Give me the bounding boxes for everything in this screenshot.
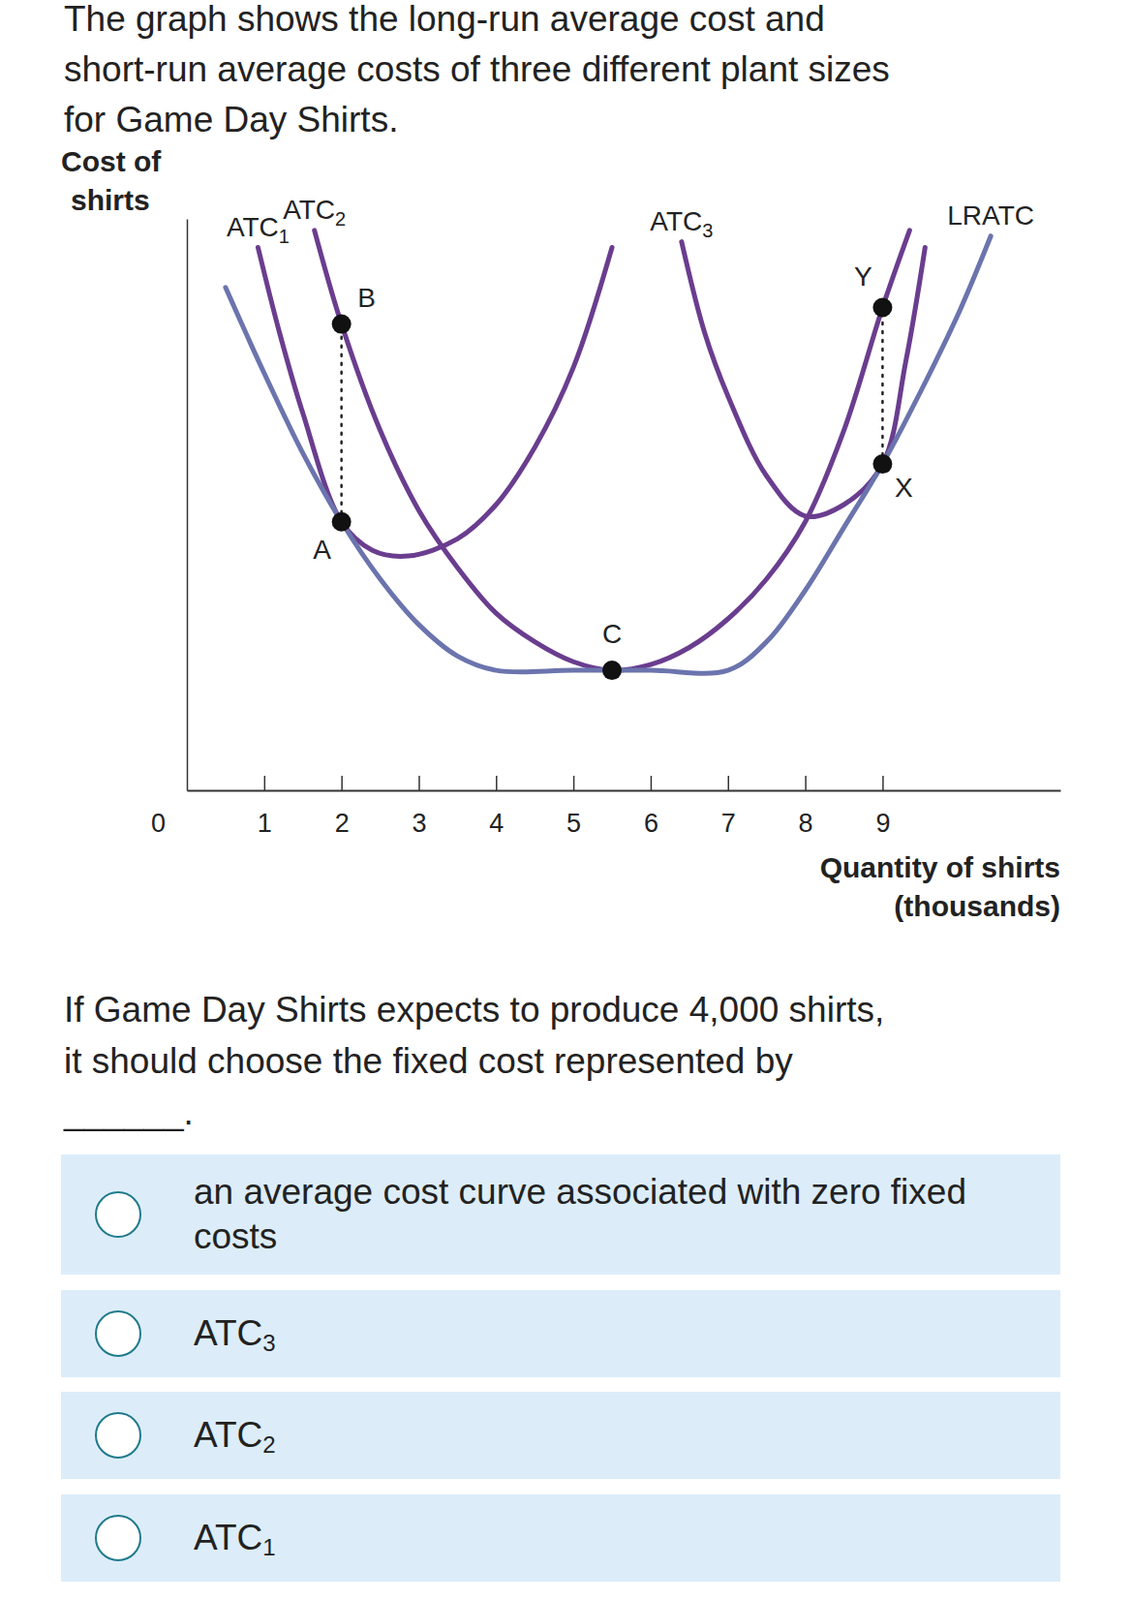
curve-label: ATC2 bbox=[282, 194, 346, 230]
x-tick-mark bbox=[495, 775, 498, 791]
x-tick: 2 bbox=[335, 775, 350, 838]
point bbox=[872, 297, 892, 317]
point-label: A bbox=[312, 534, 332, 565]
radio-button[interactable] bbox=[94, 1514, 142, 1561]
curve bbox=[314, 230, 911, 671]
y-axis-title: Cost of bbox=[61, 145, 162, 178]
x-tick-mark bbox=[804, 775, 807, 791]
x-axis-line bbox=[187, 790, 1062, 793]
point bbox=[332, 314, 352, 335]
curve-label: ATC3 bbox=[649, 206, 713, 242]
x-tick: 8 bbox=[798, 775, 814, 838]
dotted-guide bbox=[881, 306, 885, 464]
curve-label: LRATC bbox=[947, 200, 1035, 231]
curve bbox=[257, 247, 612, 557]
y-axis bbox=[186, 219, 188, 792]
point-label: Y bbox=[854, 261, 873, 292]
plot-area bbox=[225, 230, 991, 680]
prompt-line: The graph shows the long-run average cos… bbox=[63, 0, 890, 45]
curve bbox=[225, 236, 991, 674]
x-tick-label: 9 bbox=[875, 808, 890, 838]
x-tick: 6 bbox=[643, 775, 659, 838]
point bbox=[872, 454, 892, 474]
dotted-guide bbox=[339, 324, 343, 522]
question-line: ______. bbox=[63, 1086, 885, 1138]
x-tick-label: 7 bbox=[721, 808, 736, 838]
x-tick-mark bbox=[264, 775, 267, 791]
x-tick: 3 bbox=[411, 775, 427, 838]
option[interactable]: an average cost curve associated with ze… bbox=[61, 1154, 1061, 1275]
prompt: The graph shows the long-run average cos… bbox=[63, 0, 890, 146]
option[interactable]: ATC3 bbox=[61, 1289, 1061, 1377]
point-label: C bbox=[602, 618, 622, 649]
question-line: If Game Day Shirts expects to produce 4,… bbox=[63, 983, 885, 1036]
curve-label: ATC1 bbox=[226, 212, 290, 247]
x-axis: 0 1 2 3 4 5 6 7 8 9 bbox=[151, 775, 1062, 838]
point-label: B bbox=[357, 282, 376, 313]
x-tick: 4 bbox=[489, 775, 504, 838]
option-text[interactable]: ATC3 bbox=[193, 1311, 1017, 1366]
point-label: X bbox=[894, 472, 914, 503]
option-text[interactable]: an average cost curve associated with ze… bbox=[193, 1169, 1017, 1259]
x-tick: 9 bbox=[875, 775, 890, 838]
x-tick: 5 bbox=[566, 775, 582, 838]
option[interactable]: ATC2 bbox=[61, 1391, 1061, 1479]
x-axis-title: Quantity of shirts bbox=[820, 851, 1061, 884]
prompt-line: for Game Day Shirts. bbox=[63, 94, 890, 146]
x-axis-title: (thousands) bbox=[893, 889, 1061, 922]
x-tick-mark bbox=[573, 775, 576, 791]
option-text[interactable]: ATC1 bbox=[193, 1515, 1017, 1570]
radio-button[interactable] bbox=[94, 1411, 142, 1459]
x-tick-mark bbox=[650, 775, 653, 791]
point bbox=[332, 512, 352, 532]
x-tick-mark bbox=[418, 775, 421, 791]
x-tick-mark bbox=[882, 775, 885, 791]
question: If Game Day Shirts expects to produce 4,… bbox=[63, 983, 885, 1138]
x-tick-label: 8 bbox=[798, 808, 814, 838]
radio-button[interactable] bbox=[94, 1310, 142, 1357]
x-tick-label: 2 bbox=[335, 808, 350, 838]
y-axis-title: shirts bbox=[70, 183, 151, 216]
x-tick-label: 3 bbox=[411, 808, 427, 838]
point bbox=[602, 660, 622, 680]
x-tick: 7 bbox=[721, 775, 736, 838]
x-tick-label: 6 bbox=[643, 808, 659, 838]
y-axis-line bbox=[186, 219, 189, 792]
x-tick-label: 5 bbox=[566, 808, 582, 838]
radio-button[interactable] bbox=[94, 1191, 142, 1238]
x-tick-mark bbox=[340, 775, 343, 791]
x-tick-mark bbox=[728, 775, 731, 791]
x-tick-label: 1 bbox=[257, 808, 273, 838]
prompt-line: short-run average costs of three differe… bbox=[63, 44, 890, 95]
x-tick-label: 4 bbox=[489, 808, 504, 838]
question-line: it should choose the fixed cost represen… bbox=[63, 1035, 885, 1087]
x-tick-label: 0 bbox=[151, 808, 166, 838]
option-text[interactable]: ATC2 bbox=[193, 1412, 1017, 1468]
option[interactable]: ATC1 bbox=[61, 1494, 1061, 1582]
x-tick: 0 bbox=[151, 808, 166, 838]
x-tick: 1 bbox=[257, 775, 273, 838]
